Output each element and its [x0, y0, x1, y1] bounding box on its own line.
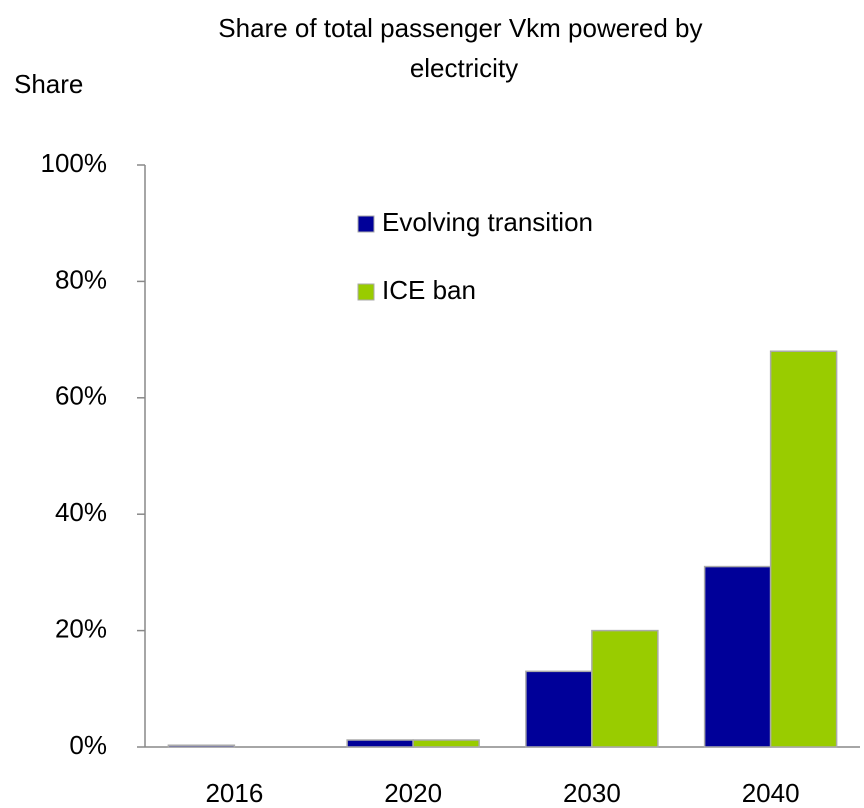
y-tick-label: 0% — [69, 730, 107, 760]
y-tick-label: 40% — [55, 497, 107, 527]
x-tick-label: 2020 — [384, 778, 442, 808]
y-axis-label: Share — [14, 69, 83, 99]
bar — [525, 670, 593, 748]
x-tick-label: 2040 — [742, 778, 800, 808]
y-tick-label: 20% — [55, 613, 107, 643]
y-tick-label: 100% — [41, 148, 108, 178]
chart-title-line: electricity — [410, 53, 518, 83]
bar — [591, 629, 659, 748]
bar — [412, 739, 480, 748]
x-tick-label: 2016 — [205, 778, 263, 808]
bar — [346, 739, 414, 748]
legend-label: Evolving transition — [382, 207, 593, 237]
bar — [167, 744, 236, 748]
y-tick-label: 80% — [55, 264, 107, 294]
legend-label: ICE ban — [382, 275, 476, 305]
x-tick-label: 2030 — [563, 778, 621, 808]
bar — [769, 350, 838, 748]
legend-swatch — [357, 283, 375, 301]
legend-swatch — [357, 215, 375, 233]
y-tick-label: 60% — [55, 381, 107, 411]
chart-title-line: Share of total passenger Vkm powered by — [218, 13, 702, 43]
bar — [703, 565, 772, 748]
chart-title: Share of total passenger Vkm powered by … — [218, 13, 709, 83]
